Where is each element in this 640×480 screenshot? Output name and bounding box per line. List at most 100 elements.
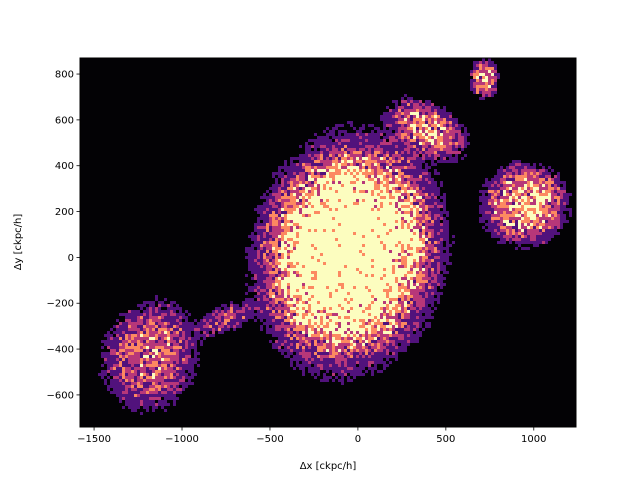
heatmap-cell	[365, 295, 368, 298]
heatmap-cell	[245, 247, 248, 250]
heatmap-cell	[410, 163, 413, 166]
heatmap-cell	[389, 178, 392, 181]
heatmap-cell	[413, 277, 416, 280]
heatmap-cell	[485, 214, 488, 217]
heatmap-cell	[515, 232, 518, 235]
heatmap-cell	[368, 136, 371, 139]
heatmap-cell	[425, 121, 428, 124]
heatmap-cell	[410, 190, 413, 193]
heatmap-cell	[149, 304, 152, 307]
heatmap-cell	[296, 268, 299, 271]
heatmap-cell	[398, 316, 401, 319]
heatmap-cell	[299, 238, 302, 241]
heatmap-cell	[398, 121, 401, 124]
heatmap-cell	[269, 283, 272, 286]
heatmap-cell	[488, 91, 491, 94]
heatmap-cell	[458, 124, 461, 127]
heatmap-cell	[425, 103, 428, 106]
heatmap-cell	[329, 178, 332, 181]
heatmap-cell	[542, 226, 545, 229]
heatmap-cell	[419, 223, 422, 226]
heatmap-cell	[320, 178, 323, 181]
heatmap-cell	[284, 247, 287, 250]
heatmap-cell	[266, 295, 269, 298]
heatmap-cell	[293, 280, 296, 283]
heatmap-cell	[182, 313, 185, 316]
heatmap-cell	[347, 121, 350, 124]
heatmap-cell	[500, 217, 503, 220]
heatmap-cell	[425, 262, 428, 265]
heatmap-cell	[398, 259, 401, 262]
heatmap-cell	[392, 208, 395, 211]
heatmap-cell	[395, 181, 398, 184]
heatmap-cell	[317, 316, 320, 319]
heatmap-cell	[314, 160, 317, 163]
heatmap-cell	[431, 277, 434, 280]
heatmap-cell	[356, 211, 359, 214]
heatmap-cell	[356, 307, 359, 310]
heatmap-cell	[434, 283, 437, 286]
heatmap-cell	[530, 238, 533, 241]
heatmap-cell	[314, 184, 317, 187]
heatmap-cell	[296, 202, 299, 205]
heatmap-cell	[344, 301, 347, 304]
heatmap-cell	[551, 181, 554, 184]
heatmap-cell	[356, 226, 359, 229]
heatmap-cell	[416, 112, 419, 115]
heatmap-cell	[506, 184, 509, 187]
heatmap-cell	[326, 166, 329, 169]
heatmap-cell	[368, 133, 371, 136]
heatmap-cell	[359, 160, 362, 163]
heatmap-cell	[317, 244, 320, 247]
heatmap-cell	[350, 124, 353, 127]
heatmap-cell	[521, 217, 524, 220]
heatmap-cell	[533, 229, 536, 232]
heatmap-cell	[320, 148, 323, 151]
heatmap-cell	[368, 214, 371, 217]
heatmap-cell	[407, 271, 410, 274]
heatmap-cell	[374, 184, 377, 187]
heatmap-cell	[545, 172, 548, 175]
heatmap-cell	[488, 217, 491, 220]
heatmap-cell	[437, 112, 440, 115]
heatmap-cell	[281, 298, 284, 301]
heatmap-cell	[482, 211, 485, 214]
heatmap-cell	[293, 268, 296, 271]
heatmap-cell	[332, 148, 335, 151]
heatmap-cell	[527, 199, 530, 202]
heatmap-cell	[491, 184, 494, 187]
heatmap-cell	[143, 319, 146, 322]
heatmap-cell	[446, 142, 449, 145]
heatmap-cell	[305, 268, 308, 271]
heatmap-cell	[497, 184, 500, 187]
heatmap-cell	[386, 118, 389, 121]
heatmap-cell	[437, 202, 440, 205]
heatmap-cell	[386, 295, 389, 298]
heatmap-cell	[206, 313, 209, 316]
heatmap-cell	[422, 268, 425, 271]
heatmap-cell	[443, 265, 446, 268]
heatmap-cell	[482, 58, 485, 61]
heatmap-cell	[314, 283, 317, 286]
heatmap-cell	[314, 211, 317, 214]
heatmap-cell	[395, 304, 398, 307]
heatmap-cell	[332, 280, 335, 283]
heatmap-cell	[338, 133, 341, 136]
heatmap-cell	[275, 313, 278, 316]
heatmap-cell	[314, 286, 317, 289]
heatmap-cell	[371, 289, 374, 292]
heatmap-cell	[524, 223, 527, 226]
heatmap-cell	[254, 262, 257, 265]
heatmap-cell	[401, 232, 404, 235]
heatmap-cell	[548, 214, 551, 217]
heatmap-cell	[281, 223, 284, 226]
heatmap-cell	[431, 298, 434, 301]
heatmap-cell	[281, 244, 284, 247]
heatmap-cell	[329, 307, 332, 310]
heatmap-cell	[302, 202, 305, 205]
heatmap-cell	[479, 73, 482, 76]
heatmap-cell	[410, 286, 413, 289]
heatmap-cell	[389, 181, 392, 184]
heatmap-cell	[299, 184, 302, 187]
heatmap-cell	[536, 181, 539, 184]
